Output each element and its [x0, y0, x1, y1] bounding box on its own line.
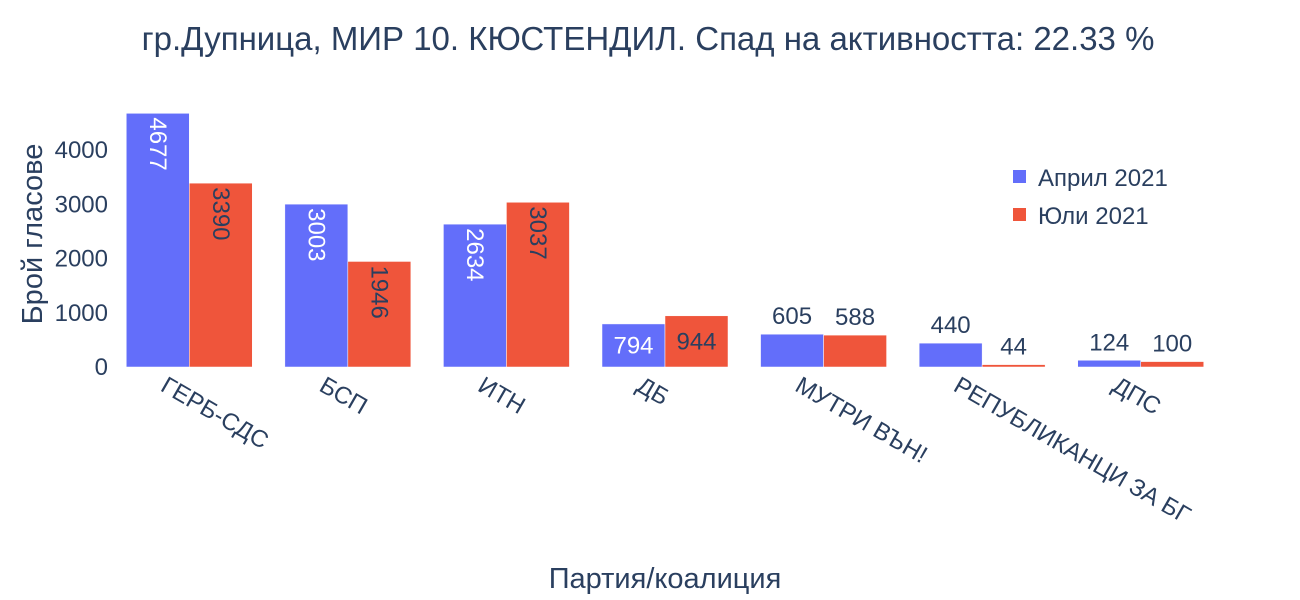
bar [823, 334, 887, 368]
bar [664, 315, 729, 368]
legend-swatch [1013, 170, 1026, 183]
legend[interactable]: Април 2021 Юли 2021 [1013, 165, 1168, 230]
x-tick-label: ИТН [473, 372, 529, 420]
y-axis-title: Брой гласове [17, 144, 49, 325]
bar-value-label: 44 [1000, 334, 1027, 361]
x-tick-label: МУТРИ ВЪН! [791, 372, 932, 469]
y-tick-label: 2000 [55, 246, 108, 273]
y-tick-label: 4000 [55, 137, 108, 164]
bar [760, 333, 824, 368]
legend-label: Април 2021 [1038, 165, 1168, 192]
bar [506, 202, 570, 368]
bar-value-label: 4677 [144, 117, 171, 170]
bar [347, 261, 412, 368]
bar [443, 223, 507, 368]
bar-value-label: 3037 [524, 206, 551, 259]
chart-title: гр.Дупница, МИР 10. КЮСТЕНДИЛ. Спад на а… [142, 20, 1155, 57]
x-tick-label: ГЕРБ-СДС [156, 372, 273, 455]
x-tick-label: БСП [315, 372, 372, 420]
x-axis-title: Партия/коалиция [549, 563, 782, 595]
bar [601, 323, 666, 368]
plot-area: 0 1000 2000 3000 4000 4677 3390 ГЕРБ-СДС 3003 194… [55, 113, 1204, 529]
bar [126, 113, 190, 368]
bar-value-label: 1946 [365, 265, 392, 318]
bar-value-label: 124 [1089, 329, 1129, 356]
y-tick-label: 3000 [55, 191, 108, 218]
bar-value-label: 3003 [302, 208, 329, 261]
x-tick-label: ДПС [1108, 372, 1166, 421]
bar [918, 342, 983, 368]
bar [189, 182, 253, 368]
x-tick-label: ДБ [632, 372, 673, 411]
bar-value-label: 2634 [461, 228, 488, 281]
bar-value-label: 944 [676, 328, 716, 355]
bar-value-label: 605 [772, 303, 812, 330]
y-tick-label: 1000 [55, 300, 108, 327]
bar [981, 364, 1046, 368]
legend-label: Юли 2021 [1038, 203, 1149, 230]
bar [1140, 361, 1204, 368]
bar-value-label: 440 [931, 312, 971, 339]
bar [1077, 360, 1141, 368]
bar-value-label: 100 [1152, 331, 1192, 358]
bar-value-label: 3390 [207, 187, 234, 240]
bar-value-label: 794 [613, 332, 653, 359]
bar [284, 203, 349, 368]
legend-swatch [1013, 208, 1026, 221]
y-tick-label: 0 [95, 354, 108, 381]
bar-value-label: 588 [835, 304, 875, 331]
